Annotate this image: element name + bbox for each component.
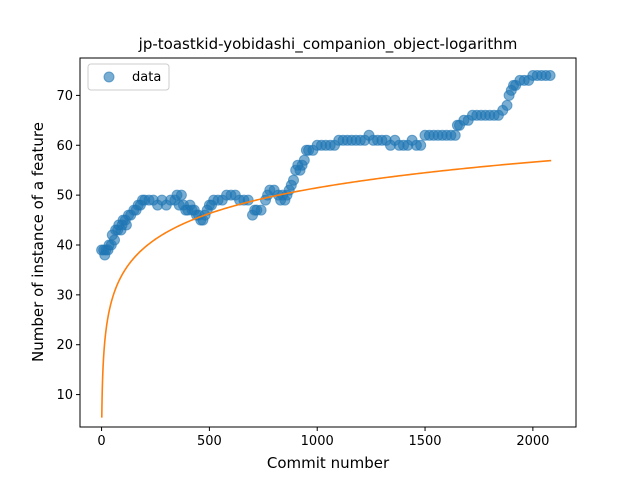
data-point-106: [415, 139, 427, 151]
y-tick-label-70: 70: [56, 89, 73, 104]
legend-box: [87, 63, 170, 91]
x-tick-label-2000: 2000: [516, 434, 549, 449]
x-tick-label-1000: 1000: [301, 434, 334, 449]
data-point-8: [109, 234, 120, 246]
y-tick-label-20: 20: [56, 338, 73, 353]
y-tick-label-50: 50: [56, 189, 73, 204]
y-tick-label-10: 10: [56, 388, 73, 403]
axis-ticks: 0 500 1000 1500 2000 10 20 30 40 50 60 70: [56, 89, 549, 449]
y-tick-label-60: 60: [56, 139, 73, 154]
plot-frame: [79, 57, 577, 428]
y-tick-label-30: 30: [56, 288, 73, 303]
data-point-114: [449, 129, 461, 141]
x-tick-label-1500: 1500: [408, 434, 441, 449]
x-axis-title: Commit number: [267, 454, 390, 472]
data-point-34: [175, 189, 187, 201]
plot-area: [96, 70, 556, 418]
legend-label-data: data: [132, 70, 161, 85]
x-tick-label-0: 0: [97, 434, 105, 449]
chart-title: jp-toastkid-yobidashi_companion_object-l…: [138, 35, 518, 54]
y-axis-title: Number of instance of a feature: [29, 122, 47, 362]
data-point-78: [298, 154, 310, 166]
y-tick-label-40: 40: [56, 238, 73, 253]
data-point-16: [120, 219, 132, 231]
data-point-127: [501, 99, 513, 111]
data-point-61: [255, 204, 267, 216]
data-point-139: [544, 70, 556, 81]
legend: data: [87, 63, 170, 91]
x-tick-label-500: 500: [197, 434, 222, 449]
legend-marker-data: [103, 71, 115, 83]
data-point-73: [288, 174, 299, 186]
fit-line: [100, 159, 552, 418]
